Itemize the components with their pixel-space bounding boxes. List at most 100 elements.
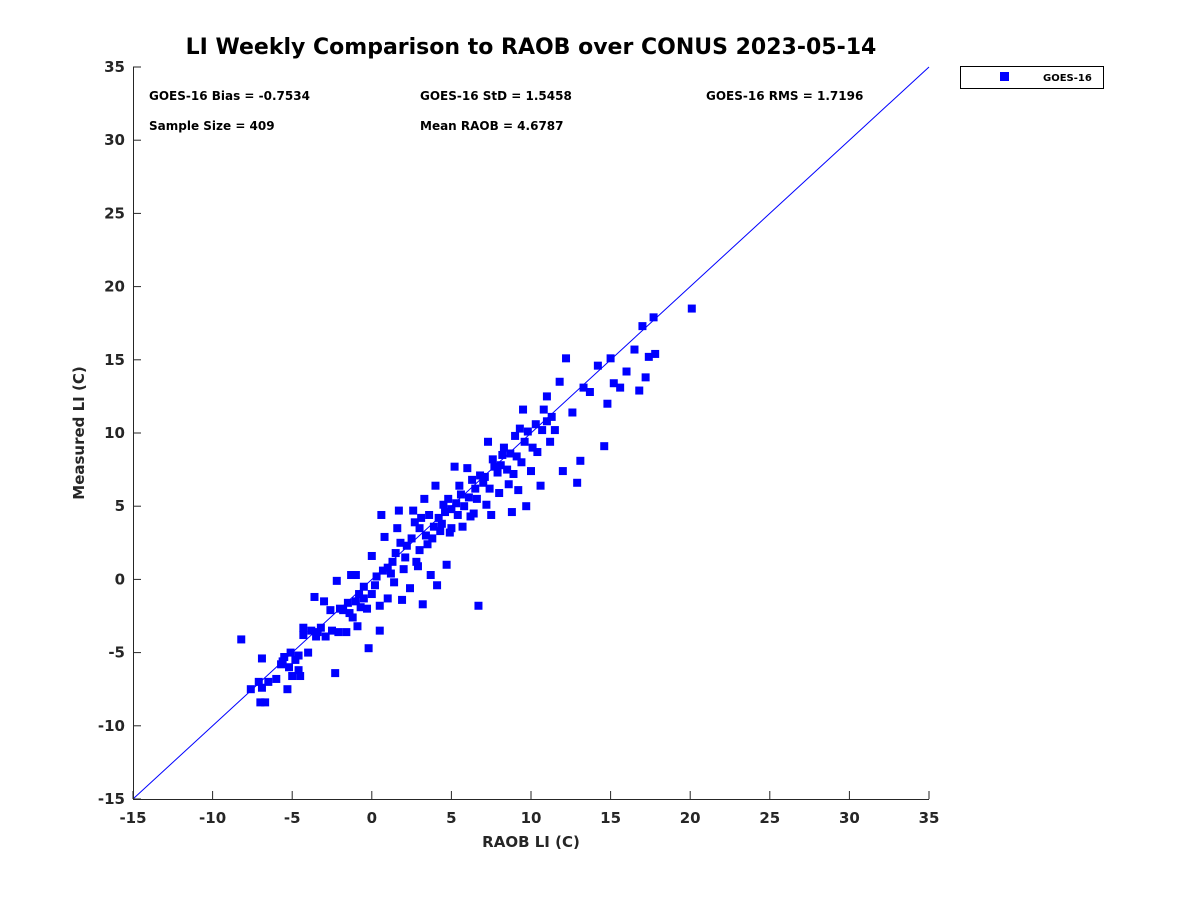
data-point — [472, 494, 481, 503]
legend-marker — [1000, 72, 1009, 81]
data-point — [439, 500, 448, 509]
data-point — [383, 594, 392, 603]
data-point — [437, 519, 446, 528]
data-point — [603, 399, 612, 408]
chart-title: LI Weekly Comparison to RAOB over CONUS … — [186, 35, 877, 60]
data-point — [460, 502, 469, 511]
data-point — [431, 481, 440, 490]
data-point — [638, 322, 647, 331]
data-point — [343, 598, 352, 607]
data-point — [487, 510, 496, 519]
data-point — [359, 594, 368, 603]
data-point — [386, 569, 395, 578]
data-point — [480, 472, 489, 481]
data-point — [453, 510, 462, 519]
y-tick-label: 20 — [104, 278, 125, 296]
data-point — [429, 522, 438, 531]
data-point — [503, 465, 512, 474]
data-point — [444, 494, 453, 503]
data-point — [546, 437, 555, 446]
data-point — [257, 654, 266, 663]
data-point — [286, 648, 295, 657]
data-point — [456, 490, 465, 499]
data-point — [555, 377, 564, 386]
data-point — [294, 666, 303, 675]
data-point — [339, 606, 348, 615]
data-point — [415, 546, 424, 555]
bias-annotation: GOES-16 Bias = -0.7534 — [149, 89, 310, 103]
data-point — [351, 597, 360, 606]
data-point — [261, 698, 270, 707]
data-point — [484, 437, 493, 446]
data-point — [410, 518, 419, 527]
data-points — [237, 304, 696, 707]
data-point — [313, 628, 322, 637]
data-point — [576, 456, 585, 465]
data-point — [345, 609, 354, 618]
data-point — [299, 631, 308, 640]
data-point — [377, 510, 386, 519]
data-point — [538, 426, 547, 435]
x-tick-label: -15 — [119, 809, 146, 827]
data-point — [511, 431, 520, 440]
data-point — [479, 478, 488, 487]
data-point — [436, 527, 445, 536]
data-point — [342, 628, 351, 637]
data-point — [519, 405, 528, 414]
data-point — [402, 541, 411, 550]
data-point — [254, 677, 263, 686]
data-point — [547, 412, 556, 421]
data-point — [523, 427, 532, 436]
data-point — [533, 448, 542, 457]
data-point — [425, 510, 434, 519]
data-point — [393, 524, 402, 533]
data-point — [476, 471, 485, 480]
data-point — [433, 581, 442, 590]
data-point — [499, 443, 508, 452]
data-point — [332, 576, 341, 585]
data-point — [415, 524, 424, 533]
data-point — [257, 683, 266, 692]
data-point — [517, 458, 526, 467]
data-point — [506, 449, 515, 458]
data-point — [528, 443, 537, 452]
data-point — [320, 597, 329, 606]
x-tick-label: -5 — [284, 809, 301, 827]
data-point — [394, 506, 403, 515]
data-point — [407, 534, 416, 543]
data-point — [493, 468, 502, 477]
data-point — [550, 426, 559, 435]
data-point — [378, 566, 387, 575]
data-point — [585, 388, 594, 397]
data-point — [428, 534, 437, 543]
data-point — [482, 500, 491, 509]
data-point — [495, 489, 504, 498]
data-point — [375, 601, 384, 610]
data-point — [496, 461, 505, 470]
data-point — [367, 551, 376, 560]
data-point — [458, 522, 467, 531]
data-point — [515, 424, 524, 433]
x-tick-label: 30 — [839, 809, 860, 827]
data-point — [351, 571, 360, 580]
mean-raob-annotation: Mean RAOB = 4.6787 — [420, 119, 564, 133]
data-point — [635, 386, 644, 395]
data-point — [498, 450, 507, 459]
data-point — [348, 613, 357, 622]
x-tick-label: 0 — [367, 809, 377, 827]
data-point — [401, 553, 410, 562]
data-point — [447, 524, 456, 533]
legend: GOES-16 — [960, 66, 1104, 89]
data-point — [630, 345, 639, 354]
data-point — [641, 373, 650, 382]
data-point — [600, 442, 609, 451]
data-point — [334, 628, 343, 637]
data-point — [531, 420, 540, 429]
data-point — [417, 513, 426, 522]
data-point — [507, 508, 516, 517]
x-tick-label: 35 — [919, 809, 940, 827]
one-to-one-line — [132, 66, 930, 800]
data-point — [606, 354, 615, 363]
std-annotation: GOES-16 StD = 1.5458 — [420, 89, 572, 103]
data-point — [310, 592, 319, 601]
